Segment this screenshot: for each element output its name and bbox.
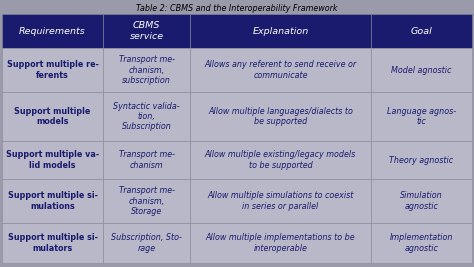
Bar — [190, 141, 371, 179]
Text: Simulation
agnostic: Simulation agnostic — [400, 191, 443, 211]
Bar — [103, 48, 190, 92]
Text: Subscription, Sto-
rage: Subscription, Sto- rage — [111, 233, 182, 253]
Bar — [103, 179, 190, 223]
Text: Allows any referent to send receive or
communicate: Allows any referent to send receive or c… — [204, 60, 356, 80]
Text: Transport me-
chanism: Transport me- chanism — [118, 150, 174, 170]
Text: Goal: Goal — [410, 27, 432, 36]
Text: Allow multiple existing/legacy models
to be supported: Allow multiple existing/legacy models to… — [205, 150, 356, 170]
Text: Syntactic valida-
tion,
Subscription: Syntactic valida- tion, Subscription — [113, 101, 180, 131]
Text: CBMS
service: CBMS service — [129, 21, 164, 41]
Bar — [371, 48, 472, 92]
Text: Allow multiple implementations to be
interoperable: Allow multiple implementations to be int… — [206, 233, 356, 253]
Text: Transport me-
chanism,
subscription: Transport me- chanism, subscription — [118, 55, 174, 85]
Bar — [2, 223, 103, 263]
Text: Implementation
agnostic: Implementation agnostic — [390, 233, 453, 253]
Bar — [2, 14, 103, 48]
Text: Support multiple
models: Support multiple models — [14, 107, 91, 126]
Bar — [2, 48, 103, 92]
Text: Allow multiple simulations to coexist
in series or parallel: Allow multiple simulations to coexist in… — [207, 191, 354, 211]
Bar — [190, 223, 371, 263]
Bar — [2, 92, 103, 141]
Bar — [103, 14, 190, 48]
Text: Support multiple re-
ferents: Support multiple re- ferents — [7, 60, 99, 80]
Bar — [103, 141, 190, 179]
Text: Theory agnostic: Theory agnostic — [390, 156, 454, 164]
Bar — [190, 92, 371, 141]
Bar — [371, 223, 472, 263]
Text: Support multiple si-
mulations: Support multiple si- mulations — [8, 191, 98, 211]
Text: Language agnos-
tic: Language agnos- tic — [387, 107, 456, 126]
Text: Requirements: Requirements — [19, 27, 86, 36]
Bar — [371, 141, 472, 179]
Bar — [371, 14, 472, 48]
Bar — [190, 179, 371, 223]
Bar — [103, 223, 190, 263]
Bar — [103, 92, 190, 141]
Text: Support multiple va-
lid models: Support multiple va- lid models — [6, 150, 99, 170]
Bar — [371, 179, 472, 223]
Text: Support multiple si-
mulators: Support multiple si- mulators — [8, 233, 98, 253]
Bar — [190, 48, 371, 92]
Bar — [2, 141, 103, 179]
Text: Explanation: Explanation — [252, 27, 309, 36]
Text: Allow multiple languages/dialects to
be supported: Allow multiple languages/dialects to be … — [208, 107, 353, 126]
Bar — [2, 179, 103, 223]
Text: Transport me-
chanism,
Storage: Transport me- chanism, Storage — [118, 186, 174, 216]
Bar — [190, 14, 371, 48]
Bar — [371, 92, 472, 141]
Text: Table 2: CBMS and the Interoperability Framework: Table 2: CBMS and the Interoperability F… — [136, 4, 338, 13]
Text: Model agnostic: Model agnostic — [392, 66, 452, 75]
